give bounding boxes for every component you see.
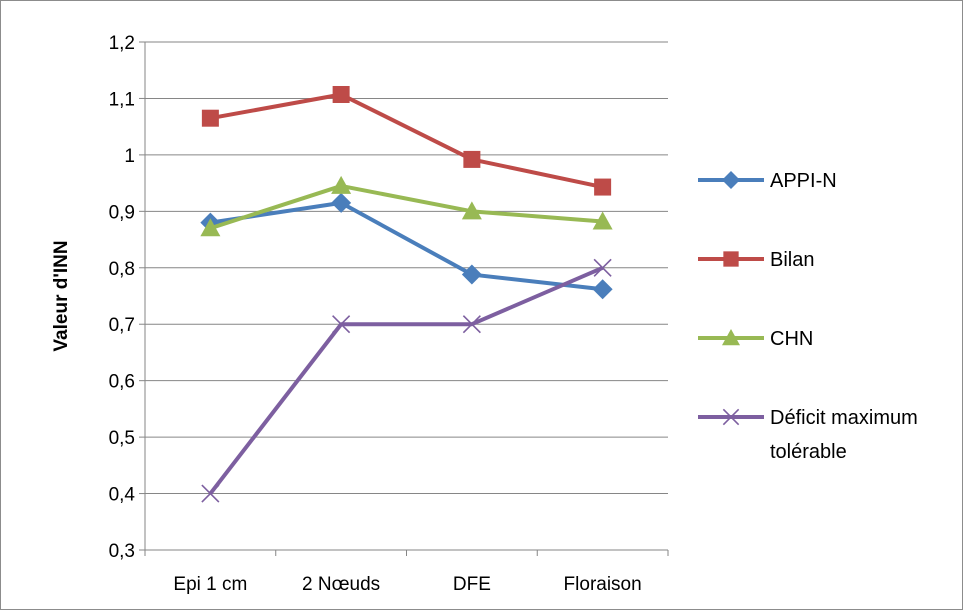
y-tick-label: 0,8 <box>109 259 135 280</box>
x-tick-label: Floraison <box>564 574 642 595</box>
series-3 <box>201 258 612 503</box>
x-marker <box>332 315 351 334</box>
series-0 <box>200 192 613 300</box>
legend: APPI-N Bilan CHN Déficit maximum tolérable <box>698 170 918 463</box>
x-tick-label: Epi 1 cm <box>173 574 247 595</box>
x-tick-labels: Epi 1 cm 2 Nœuds DFE Floraison <box>144 550 669 595</box>
y-tick-label: 0,9 <box>109 202 135 223</box>
y-axis-label: Valeur d'INN <box>51 240 72 351</box>
legend-entry: CHN <box>698 328 813 350</box>
diamond-marker <box>331 192 352 213</box>
series-line <box>209 183 603 231</box>
x-marker <box>722 408 740 426</box>
legend-label: Déficit maximum tolérable <box>770 407 918 463</box>
legend-label-line: APPI-N <box>770 170 837 192</box>
x-marker <box>201 484 220 503</box>
diamond-marker <box>592 279 613 300</box>
legend-label-line: Bilan <box>770 249 814 271</box>
diamond-marker <box>722 171 740 189</box>
legend-entry: APPI-N <box>698 170 837 192</box>
legend-label-line: Déficit maximum <box>770 407 918 429</box>
y-tick-label: 1,1 <box>109 89 135 110</box>
y-tick-label: 0,5 <box>109 428 135 449</box>
y-tick-label: 1 <box>124 146 135 167</box>
legend-label: APPI-N <box>770 170 837 192</box>
triangle-marker <box>592 211 613 230</box>
square-marker <box>201 109 219 127</box>
y-tick-label: 0,4 <box>109 485 136 506</box>
series-2 <box>200 175 613 237</box>
y-tick-labels: 1,2 1,1 1 0,9 0,8 0,7 0,6 0,5 0,4 0,3 <box>109 33 136 562</box>
legend-label: Bilan <box>770 249 814 271</box>
legend-label-line: tolérable <box>770 441 847 463</box>
y-tick-label: 0,6 <box>109 372 135 393</box>
legend-label: CHN <box>770 328 813 350</box>
x-tick-label: 2 Nœuds <box>302 574 380 595</box>
square-marker <box>594 178 612 196</box>
legend-entry: Déficit maximum tolérable <box>698 407 918 463</box>
triangle-marker <box>331 175 352 194</box>
x-marker <box>462 315 481 334</box>
x-marker <box>593 258 612 277</box>
square-marker <box>463 150 481 168</box>
x-tick-label: DFE <box>453 574 491 595</box>
y-tick-label: 1,2 <box>109 33 135 54</box>
triangle-marker <box>200 218 221 237</box>
series-line <box>210 200 603 292</box>
y-tick-label: 0,3 <box>109 541 135 562</box>
diamond-marker <box>461 264 482 285</box>
square-marker <box>332 85 350 103</box>
legend-entry: Bilan <box>698 249 814 271</box>
series-1 <box>201 85 612 196</box>
square-marker <box>723 251 739 267</box>
legend-label-line: CHN <box>770 328 813 350</box>
triangle-marker <box>722 329 740 346</box>
series-group <box>200 85 613 503</box>
series-line <box>208 265 604 495</box>
gridlines <box>139 41 668 551</box>
y-tick-label: 0,7 <box>109 315 135 336</box>
series-line <box>210 92 604 190</box>
triangle-marker <box>461 201 482 220</box>
